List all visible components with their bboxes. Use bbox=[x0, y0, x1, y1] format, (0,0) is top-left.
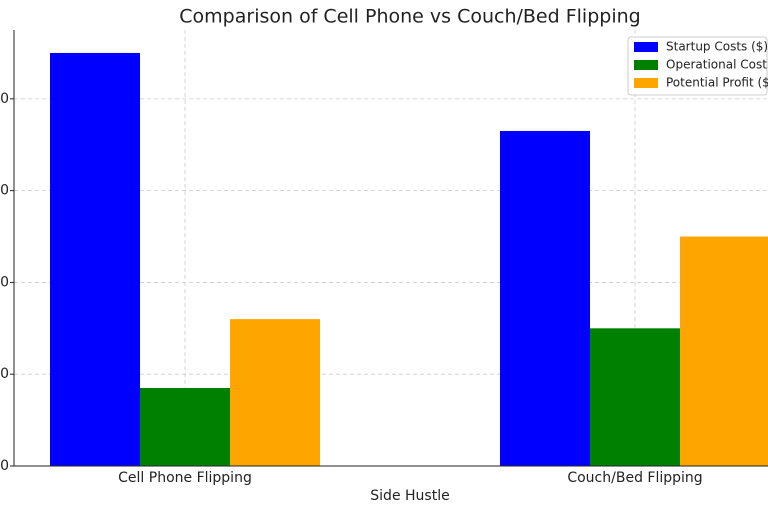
bar bbox=[500, 130, 590, 466]
y-tick-label: 0 bbox=[0, 458, 9, 474]
bar bbox=[50, 52, 140, 467]
bar bbox=[680, 236, 768, 466]
legend-label: Operational Cost bbox=[666, 58, 767, 72]
legend-swatch bbox=[634, 60, 658, 70]
legend-label: Potential Profit ($ bbox=[666, 76, 768, 90]
chart-title: Comparison of Cell Phone vs Couch/Bed Fl… bbox=[179, 6, 640, 28]
legend-swatch bbox=[634, 42, 658, 52]
x-axis-label: Side Hustle bbox=[370, 488, 449, 504]
y-tick-label: 0 bbox=[0, 183, 9, 199]
y-tick-label: 0 bbox=[0, 274, 9, 290]
y-tick-label: 0 bbox=[0, 91, 9, 107]
legend-label: Startup Costs ($) bbox=[666, 40, 768, 54]
bar bbox=[140, 387, 230, 466]
legend-swatch bbox=[634, 78, 658, 88]
y-tick-label: 0 bbox=[0, 366, 9, 382]
legend: Startup Costs ($) Operational Cost Potenti… bbox=[627, 36, 768, 96]
x-tick-label: Cell Phone Flipping bbox=[118, 470, 252, 486]
bar bbox=[230, 319, 320, 466]
bar bbox=[590, 328, 680, 466]
legend-box bbox=[627, 36, 768, 96]
x-tick-label: Couch/Bed Flipping bbox=[567, 470, 702, 486]
